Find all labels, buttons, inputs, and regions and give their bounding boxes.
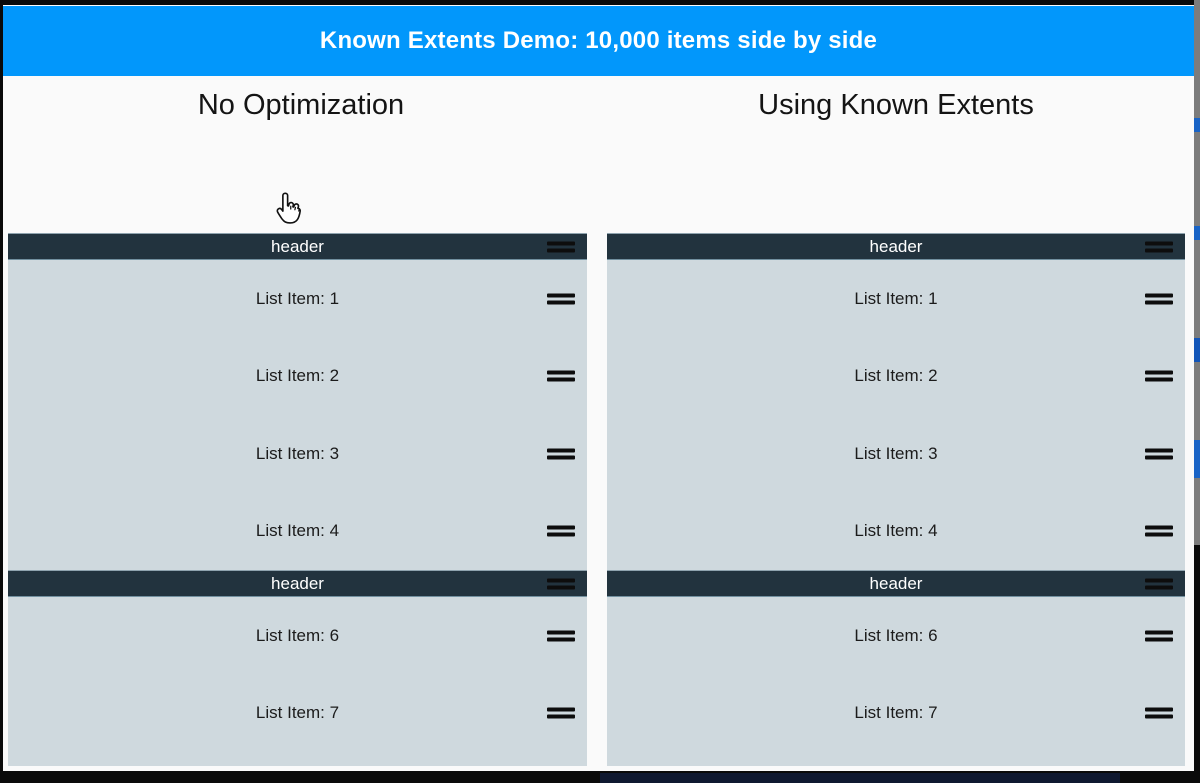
- list-item-row[interactable]: List Item: 6: [8, 597, 587, 675]
- drag-handle-icon[interactable]: [1145, 525, 1173, 537]
- drag-handle-icon[interactable]: [1145, 370, 1173, 382]
- list-header-label: header: [271, 236, 324, 256]
- column-known-extents: Using Known Extents Jump to pixels 50000…: [598, 76, 1194, 771]
- drag-handle-icon[interactable]: [1145, 448, 1173, 460]
- drag-handle-icon[interactable]: [547, 578, 575, 589]
- drag-handle-icon[interactable]: [1145, 293, 1173, 305]
- window-edge-artifact: [1194, 226, 1200, 240]
- drag-handle-icon[interactable]: [547, 293, 575, 305]
- list-item-row[interactable]: List Item: 3: [607, 415, 1185, 493]
- list-item-label: List Item: 4: [255, 521, 340, 541]
- app-bar: Known Extents Demo: 10,000 items side by…: [3, 6, 1194, 76]
- window-edge-artifact: [1194, 338, 1200, 362]
- window-edge-artifact: [1194, 440, 1200, 478]
- list-item-row[interactable]: List Item: 2: [607, 338, 1185, 416]
- list-item-row[interactable]: List Item: 6: [607, 597, 1185, 675]
- column-no-optimization: No Optimization Jump to pixels 500000 he…: [3, 76, 599, 771]
- drag-handle-icon[interactable]: [547, 525, 575, 537]
- drag-handle-icon[interactable]: [1145, 630, 1173, 642]
- column-heading: Using Known Extents: [758, 89, 1034, 121]
- list-item-label: List Item: 7: [854, 703, 938, 723]
- list-header-label: header: [869, 573, 923, 593]
- list-item-row[interactable]: List Item: 1: [8, 260, 587, 338]
- list-item-row[interactable]: List Item: 1: [607, 260, 1185, 338]
- drag-handle-icon[interactable]: [1145, 241, 1173, 252]
- list-item-row[interactable]: List Item: 7: [8, 675, 587, 753]
- list-item-row[interactable]: List Item: 4: [8, 493, 587, 571]
- list-item-label: List Item: 2: [854, 366, 938, 386]
- list-header-row[interactable]: header: [8, 570, 587, 597]
- list-item-row[interactable]: List Item: 4: [607, 493, 1185, 571]
- list-item-label: List Item: 4: [854, 521, 938, 541]
- list-item-row[interactable]: [607, 752, 1185, 766]
- window-edge-artifact: [1194, 118, 1200, 132]
- list-item-label: List Item: 6: [255, 625, 340, 645]
- window-edge-artifact: [600, 773, 1120, 783]
- list-header-row[interactable]: header: [607, 570, 1185, 597]
- app-window: Known Extents Demo: 10,000 items side by…: [3, 5, 1194, 771]
- virtual-list[interactable]: header List Item: 1 List Item: 2 List Item:…: [8, 233, 587, 766]
- list-item-label: List Item: 1: [854, 288, 938, 308]
- list-item-label: List Item: 3: [255, 443, 340, 463]
- drag-handle-icon[interactable]: [547, 448, 575, 460]
- list-item-row[interactable]: List Item: 7: [607, 675, 1185, 753]
- drag-handle-icon[interactable]: [547, 370, 575, 382]
- list-item-row[interactable]: List Item: 3: [8, 415, 587, 493]
- window-edge-artifact: [1194, 0, 1200, 545]
- drag-handle-icon[interactable]: [547, 241, 575, 252]
- drag-handle-icon[interactable]: [547, 707, 575, 719]
- list-item-label: List Item: 3: [854, 443, 938, 463]
- list-item-label: List Item: 7: [255, 703, 340, 723]
- list-header-row[interactable]: header: [8, 233, 587, 260]
- list-header-label: header: [869, 236, 923, 256]
- app-title: Known Extents Demo: 10,000 items side by…: [319, 27, 878, 54]
- virtual-list[interactable]: header List Item: 1 List Item: 2 List Item:…: [607, 233, 1185, 766]
- list-header-label: header: [271, 573, 324, 593]
- list-item-label: List Item: 6: [854, 625, 938, 645]
- list-item-row[interactable]: [8, 752, 587, 766]
- list-item-row[interactable]: List Item: 2: [8, 338, 587, 416]
- column-heading: No Optimization: [197, 89, 405, 121]
- drag-handle-icon[interactable]: [1145, 707, 1173, 719]
- list-header-row[interactable]: header: [607, 233, 1185, 260]
- list-item-label: List Item: 1: [255, 288, 340, 308]
- drag-handle-icon[interactable]: [547, 630, 575, 642]
- list-item-label: List Item: 2: [255, 366, 340, 386]
- drag-handle-icon[interactable]: [1145, 578, 1173, 589]
